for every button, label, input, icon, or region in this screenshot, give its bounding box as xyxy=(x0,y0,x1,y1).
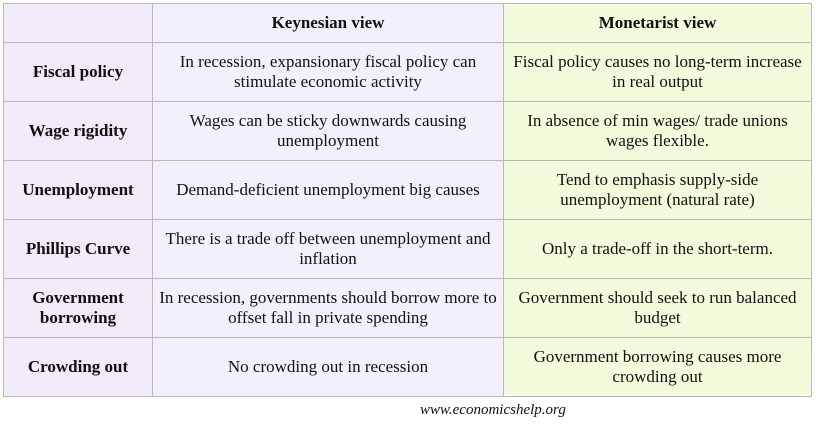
monetarist-cell: Only a trade-off in the short-term. xyxy=(503,219,812,279)
header-keynesian: Keynesian view xyxy=(152,3,504,43)
header-corner-cell xyxy=(3,3,153,43)
monetarist-cell: Fiscal policy causes no long-term increa… xyxy=(503,42,812,102)
keynesian-cell: No crowding out in recession xyxy=(152,337,504,397)
table-row: Unemployment Demand-deficient unemployme… xyxy=(3,160,812,220)
row-label: Phillips Curve xyxy=(3,219,153,279)
monetarist-cell: Government should seek to run balanced b… xyxy=(503,278,812,338)
source-credit: www.economicshelp.org xyxy=(420,402,566,418)
monetarist-cell: Tend to emphasis supply-side unemploymen… xyxy=(503,160,812,220)
comparison-table: Keynesian view Monetarist view Fiscal po… xyxy=(3,3,812,397)
header-monetarist: Monetarist view xyxy=(503,3,812,43)
table-row: Fiscal policy In recession, expansionary… xyxy=(3,42,812,102)
row-label: Crowding out xyxy=(3,337,153,397)
keynesian-cell: In recession, expansionary fiscal policy… xyxy=(152,42,504,102)
monetarist-cell: Government borrowing causes more crowdin… xyxy=(503,337,812,397)
keynesian-cell: Wages can be sticky downwards causing un… xyxy=(152,101,504,161)
row-label: Fiscal policy xyxy=(3,42,153,102)
row-label: Government borrowing xyxy=(3,278,153,338)
table-header-row: Keynesian view Monetarist view xyxy=(3,3,812,43)
table-row: Crowding out No crowding out in recessio… xyxy=(3,337,812,397)
table-row: Wage rigidity Wages can be sticky downwa… xyxy=(3,101,812,161)
keynesian-cell: Demand-deficient unemployment big causes xyxy=(152,160,504,220)
keynesian-cell: There is a trade off between unemploymen… xyxy=(152,219,504,279)
table-row: Government borrowing In recession, gover… xyxy=(3,278,812,338)
monetarist-cell: In absence of min wages/ trade unions wa… xyxy=(503,101,812,161)
row-label: Unemployment xyxy=(3,160,153,220)
table-row: Phillips Curve There is a trade off betw… xyxy=(3,219,812,279)
keynesian-cell: In recession, governments should borrow … xyxy=(152,278,504,338)
row-label: Wage rigidity xyxy=(3,101,153,161)
